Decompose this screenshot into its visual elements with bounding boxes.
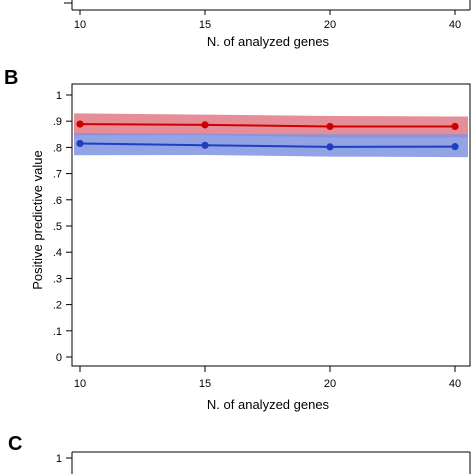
panel-c: 1: [56, 451, 471, 474]
panel-a-x-label: N. of analyzed genes: [207, 34, 330, 49]
panel-b-y-tick-label: .9: [53, 116, 62, 128]
series-2-point: [201, 141, 209, 149]
panel-a-x-axis: 10 15 20 40: [74, 10, 461, 31]
panel-a-x-tick-label: 40: [449, 19, 461, 31]
panel-b-y-tick-label: 0: [56, 352, 62, 364]
panel-b-y-axis: 0 .1 .2 .3 .4 .5 .6 .7 .8 .9 1: [53, 90, 72, 364]
panel-label-b: B: [4, 67, 18, 89]
series-1-line: [79, 123, 455, 128]
panel-b-x-tick-label: 15: [199, 378, 211, 390]
series-2-point: [76, 139, 84, 148]
panel-c-y-axis: 1: [56, 453, 72, 465]
panel-b-y-tick-label: .4: [53, 247, 62, 259]
panel-b-x-tick-label: 20: [324, 378, 336, 390]
panel-b-y-tick-label: .7: [53, 169, 62, 181]
panel-a-x-tick-label: 20: [324, 19, 336, 31]
panel-b-y-tick-label: 1: [56, 90, 62, 102]
panel-c-y-tick-label: 1: [56, 453, 62, 465]
series-2-confidence-band: [74, 132, 468, 158]
series-2-point: [326, 143, 334, 151]
panel-b: 0 .1 .2 .3 .4 .5 .6 .7 .8 .9 1 10 15 20 40 N. of anal…: [30, 83, 471, 412]
panel-b-y-tick-label: .1: [53, 326, 62, 338]
panel-b-y-tick-label: .8: [53, 142, 62, 154]
series-1-point: [76, 120, 84, 128]
series-1-point: [201, 121, 209, 129]
panel-b-y-tick-label: .6: [53, 195, 62, 207]
series-points: [76, 120, 459, 151]
panel-b-y-tick-label: .2: [53, 300, 62, 312]
panel-b-frame: [71, 83, 471, 367]
series-1-point: [326, 122, 334, 131]
panel-b-x-label: N. of analyzed genes: [207, 397, 330, 412]
series-1-point: [451, 122, 459, 131]
series-2-line: [79, 142, 456, 148]
confidence-bands: [74, 113, 468, 158]
panel-b-y-tick-label: .5: [53, 221, 62, 233]
series-2-point: [451, 143, 459, 151]
panel-a: 10 15 20 40 N. of analyzed genes: [64, 0, 471, 49]
panel-label-c: C: [8, 433, 22, 455]
panel-b-y-tick-label: .3: [53, 273, 62, 285]
panel-b-y-label: Positive predictive value: [30, 150, 45, 289]
series-lines: [79, 123, 456, 148]
panel-a-x-tick-label: 10: [74, 19, 86, 31]
panel-a-x-tick-label: 15: [199, 19, 211, 31]
panel-b-x-tick-label: 40: [449, 378, 461, 390]
panel-b-x-axis: 10 15 20 40: [74, 366, 461, 390]
panel-b-x-tick-label: 10: [74, 378, 86, 390]
